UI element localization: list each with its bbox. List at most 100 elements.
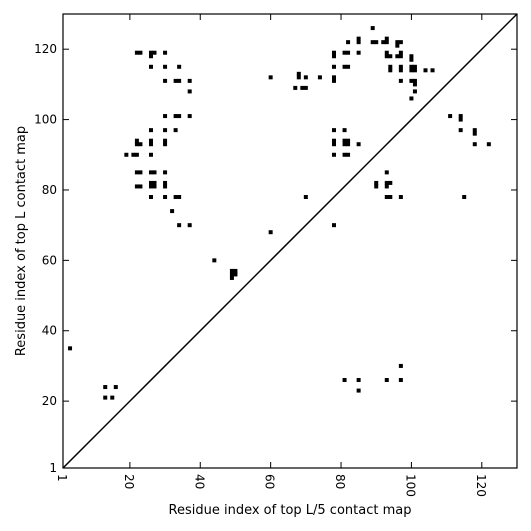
- contact-point: [384, 54, 389, 59]
- y-tick-label: 40: [42, 324, 57, 338]
- contact-point: [148, 50, 153, 55]
- y-tick-label: 1: [49, 461, 57, 475]
- contact-point: [131, 152, 136, 157]
- contact-point: [412, 82, 417, 87]
- contact-point: [342, 152, 347, 157]
- contact-point: [170, 209, 175, 214]
- contact-point: [331, 78, 336, 83]
- contact-point: [173, 78, 178, 83]
- contact-point: [187, 78, 192, 83]
- contact-point: [384, 36, 389, 41]
- contact-point: [177, 78, 182, 83]
- contact-point: [148, 54, 153, 59]
- contact-point: [331, 50, 336, 55]
- contact-point: [342, 378, 347, 383]
- contact-point: [384, 180, 389, 185]
- contact-point: [268, 75, 273, 80]
- contact-point: [229, 272, 234, 277]
- x-axis-title: Residue index of top L/5 contact map: [169, 503, 412, 518]
- contact-point: [412, 68, 417, 73]
- contact-point: [342, 142, 347, 147]
- contact-point: [134, 138, 139, 143]
- y-tick-label: 60: [42, 253, 57, 267]
- contact-point: [374, 40, 379, 45]
- contact-point: [356, 378, 361, 383]
- contact-point: [138, 170, 143, 175]
- contact-point: [152, 184, 157, 189]
- contact-point: [384, 50, 389, 55]
- contact-point: [163, 180, 168, 185]
- contact-point: [229, 268, 234, 273]
- contact-point: [409, 64, 414, 69]
- contact-point: [458, 114, 463, 119]
- contact-point: [356, 142, 361, 147]
- contact-point: [110, 395, 115, 400]
- contact-point: [398, 54, 403, 59]
- contact-point: [148, 184, 153, 189]
- contact-point: [68, 346, 73, 351]
- contact-point: [331, 54, 336, 59]
- contact-point: [384, 170, 389, 175]
- contact-point: [229, 275, 234, 280]
- contact-point: [472, 128, 477, 133]
- contact-point: [303, 75, 308, 80]
- contact-point: [331, 128, 336, 133]
- contact-point: [356, 40, 361, 45]
- contact-point: [384, 40, 389, 45]
- contact-point: [395, 54, 400, 59]
- contact-point: [303, 85, 308, 90]
- contact-point: [342, 64, 347, 69]
- contact-point: [412, 89, 417, 94]
- contact-point: [134, 152, 139, 157]
- contact-point: [342, 138, 347, 143]
- contact-point: [134, 50, 139, 55]
- contact-point: [134, 142, 139, 147]
- contact-point: [346, 50, 351, 55]
- contact-point: [177, 223, 182, 228]
- contact-point: [398, 50, 403, 55]
- contact-point: [148, 64, 153, 69]
- contact-point: [409, 68, 414, 73]
- contact-point: [233, 272, 238, 277]
- contact-point: [103, 395, 108, 400]
- contact-point: [163, 142, 168, 147]
- contact-point: [388, 64, 393, 69]
- x-tick-label: 1: [55, 474, 69, 482]
- contact-point: [212, 258, 217, 263]
- contact-point: [296, 71, 301, 76]
- contact-point: [331, 152, 336, 157]
- contact-point: [356, 388, 361, 393]
- contact-point: [163, 78, 168, 83]
- x-tick-label: 20: [122, 474, 136, 489]
- contact-point: [472, 131, 477, 136]
- contact-point: [395, 40, 400, 45]
- contact-point: [398, 40, 403, 45]
- contact-point: [384, 184, 389, 189]
- contact-point: [177, 114, 182, 119]
- contact-point: [152, 170, 157, 175]
- contact-point: [346, 40, 351, 45]
- contact-point: [388, 68, 393, 73]
- contact-point: [163, 195, 168, 200]
- contact-point: [398, 195, 403, 200]
- contact-point: [187, 223, 192, 228]
- contact-point: [317, 75, 322, 80]
- x-tick-label: 80: [333, 474, 347, 489]
- y-tick-label: 20: [42, 394, 57, 408]
- contact-point: [398, 378, 403, 383]
- contact-point: [148, 152, 153, 157]
- x-tick-label: 60: [263, 474, 277, 489]
- contact-point: [173, 128, 178, 133]
- y-axis-title: Residue index of top L contact map: [14, 126, 29, 356]
- contact-point: [148, 128, 153, 133]
- contact-point: [163, 128, 168, 133]
- contact-point: [303, 195, 308, 200]
- contact-point: [412, 78, 417, 83]
- contact-point: [458, 117, 463, 122]
- contact-point: [331, 223, 336, 228]
- contact-point: [458, 128, 463, 133]
- contact-point: [395, 43, 400, 48]
- contact-point: [423, 68, 428, 73]
